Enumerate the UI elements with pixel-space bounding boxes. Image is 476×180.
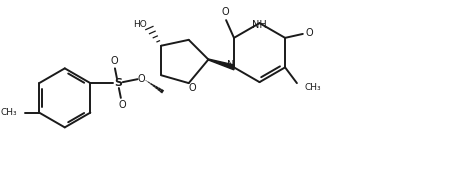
Text: NH: NH <box>252 20 267 30</box>
Text: O: O <box>221 7 229 17</box>
Text: O: O <box>118 100 126 110</box>
Text: HO: HO <box>133 20 147 29</box>
Text: O: O <box>138 74 145 84</box>
Text: O: O <box>110 57 118 66</box>
Text: CH₃: CH₃ <box>1 108 18 117</box>
Text: O: O <box>189 83 197 93</box>
Text: N: N <box>228 60 235 70</box>
Polygon shape <box>208 59 234 70</box>
Text: CH₃: CH₃ <box>305 83 321 92</box>
Text: S: S <box>114 78 122 88</box>
Text: O: O <box>306 28 314 38</box>
